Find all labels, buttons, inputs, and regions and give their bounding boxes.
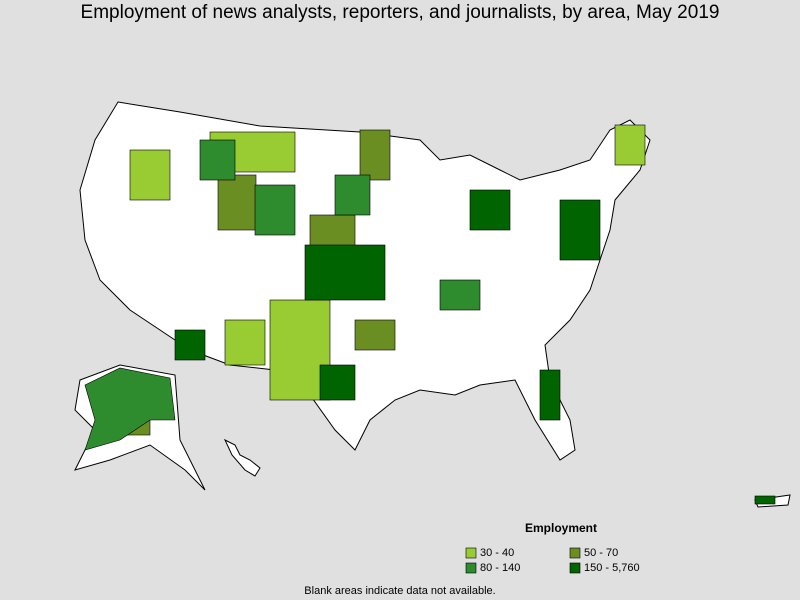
region [254, 184, 296, 236]
region [174, 329, 206, 361]
region [224, 319, 266, 366]
region [559, 199, 601, 261]
footnote: Blank areas indicate data not available. [304, 585, 495, 597]
legend-swatch [465, 547, 477, 559]
region [354, 319, 396, 351]
region [304, 244, 386, 301]
region [614, 124, 646, 166]
legend-swatch [465, 562, 477, 574]
region [129, 149, 171, 201]
region [539, 369, 561, 421]
legend-label: 50 - 70 [584, 547, 618, 559]
region [199, 139, 236, 181]
legend: Employment 30 - 40 50 - 70 80 - 140 150 - 5… [465, 521, 640, 574]
hawaii [223, 438, 261, 477]
region [469, 189, 511, 231]
region [217, 174, 257, 231]
region [319, 364, 356, 401]
region [334, 174, 371, 216]
region [84, 367, 176, 451]
legend-label: 80 - 140 [480, 562, 520, 574]
legend-swatch [569, 547, 581, 559]
map [74, 101, 791, 508]
region [754, 495, 776, 505]
legend-swatch [569, 562, 581, 574]
region [359, 129, 391, 181]
legend-label: 30 - 40 [480, 547, 514, 559]
map-title: Employment of news analysts, reporters, … [81, 2, 720, 23]
legend-label: 150 - 5,760 [584, 562, 640, 574]
legend-title: Employment [525, 521, 597, 535]
region [439, 279, 481, 311]
